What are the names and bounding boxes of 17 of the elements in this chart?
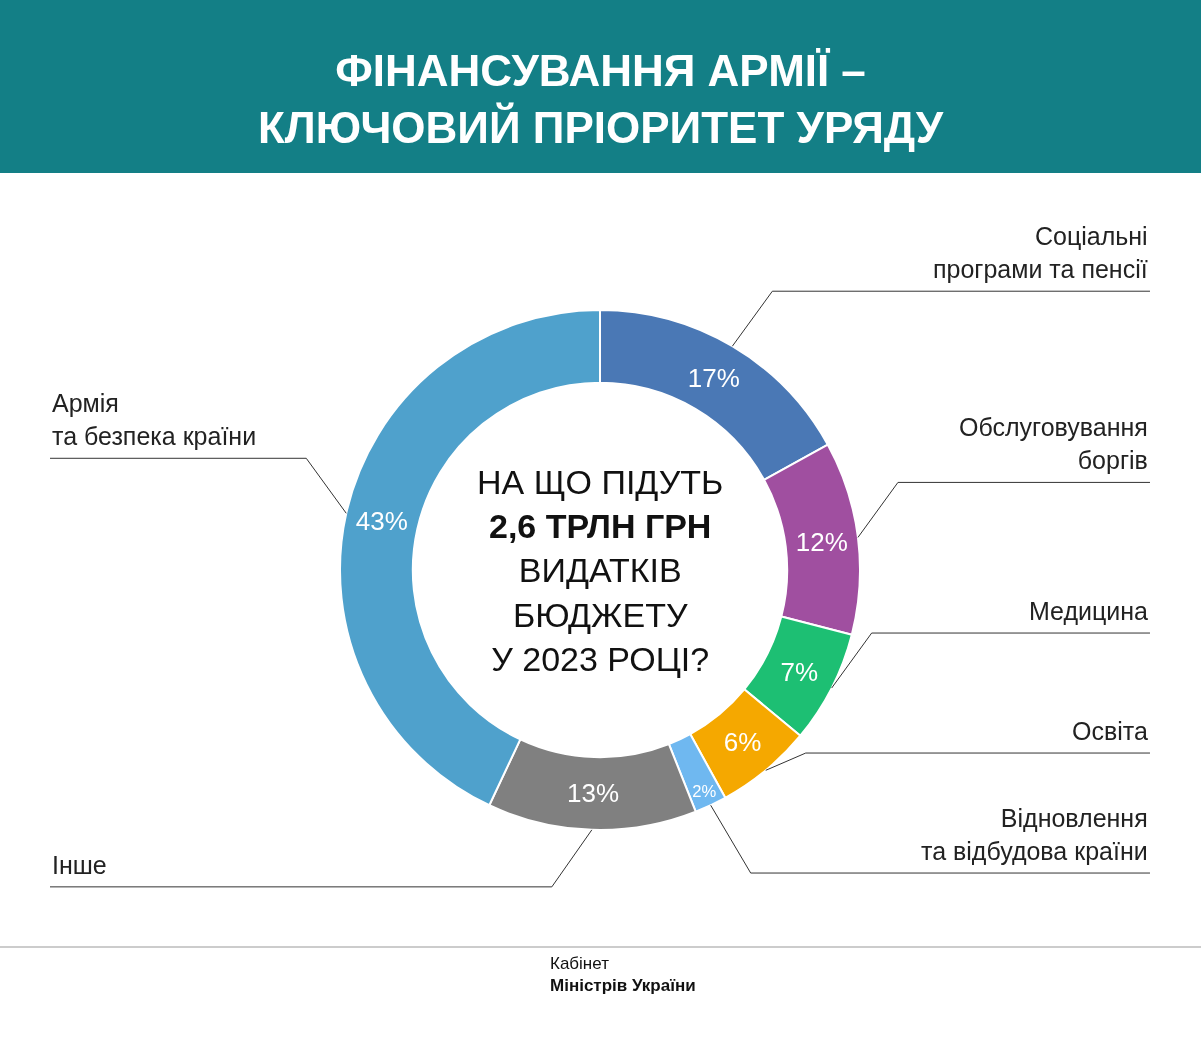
- data-label: 7%: [780, 656, 819, 687]
- data-label: 17%: [687, 362, 740, 393]
- slice-label: Відновлення та відбудова країни: [921, 804, 1148, 865]
- text: НА ЩО ПІДУТЬ 2,6 ТРЛН ГРН ВИДАТКІВ БЮДЖЕТУ У 2023 РОЦІ?: [477, 463, 724, 678]
- slice-label: Інше: [52, 851, 107, 879]
- data-label: 13%: [566, 778, 619, 809]
- slice-label: Обслуговування боргів: [959, 413, 1148, 474]
- slice-label: Освіта: [1072, 717, 1148, 745]
- data-label: 12%: [795, 526, 848, 557]
- chart-title: ФІНАНСУВАННЯ АРМІЇ – КЛЮЧОВИЙ ПРІОРИТЕТ УРЯДУ: [257, 46, 944, 153]
- data-label: 2%: [692, 782, 717, 802]
- data-label: 6%: [723, 727, 762, 758]
- slice-label: Армія та безпека країни: [52, 389, 257, 450]
- text: Кабінет Міністрів України: [550, 954, 696, 996]
- data-label: 43%: [355, 506, 408, 537]
- slice-label: Медицина: [1029, 597, 1149, 625]
- slice-label: Соціальні програми та пенсії: [933, 222, 1148, 283]
